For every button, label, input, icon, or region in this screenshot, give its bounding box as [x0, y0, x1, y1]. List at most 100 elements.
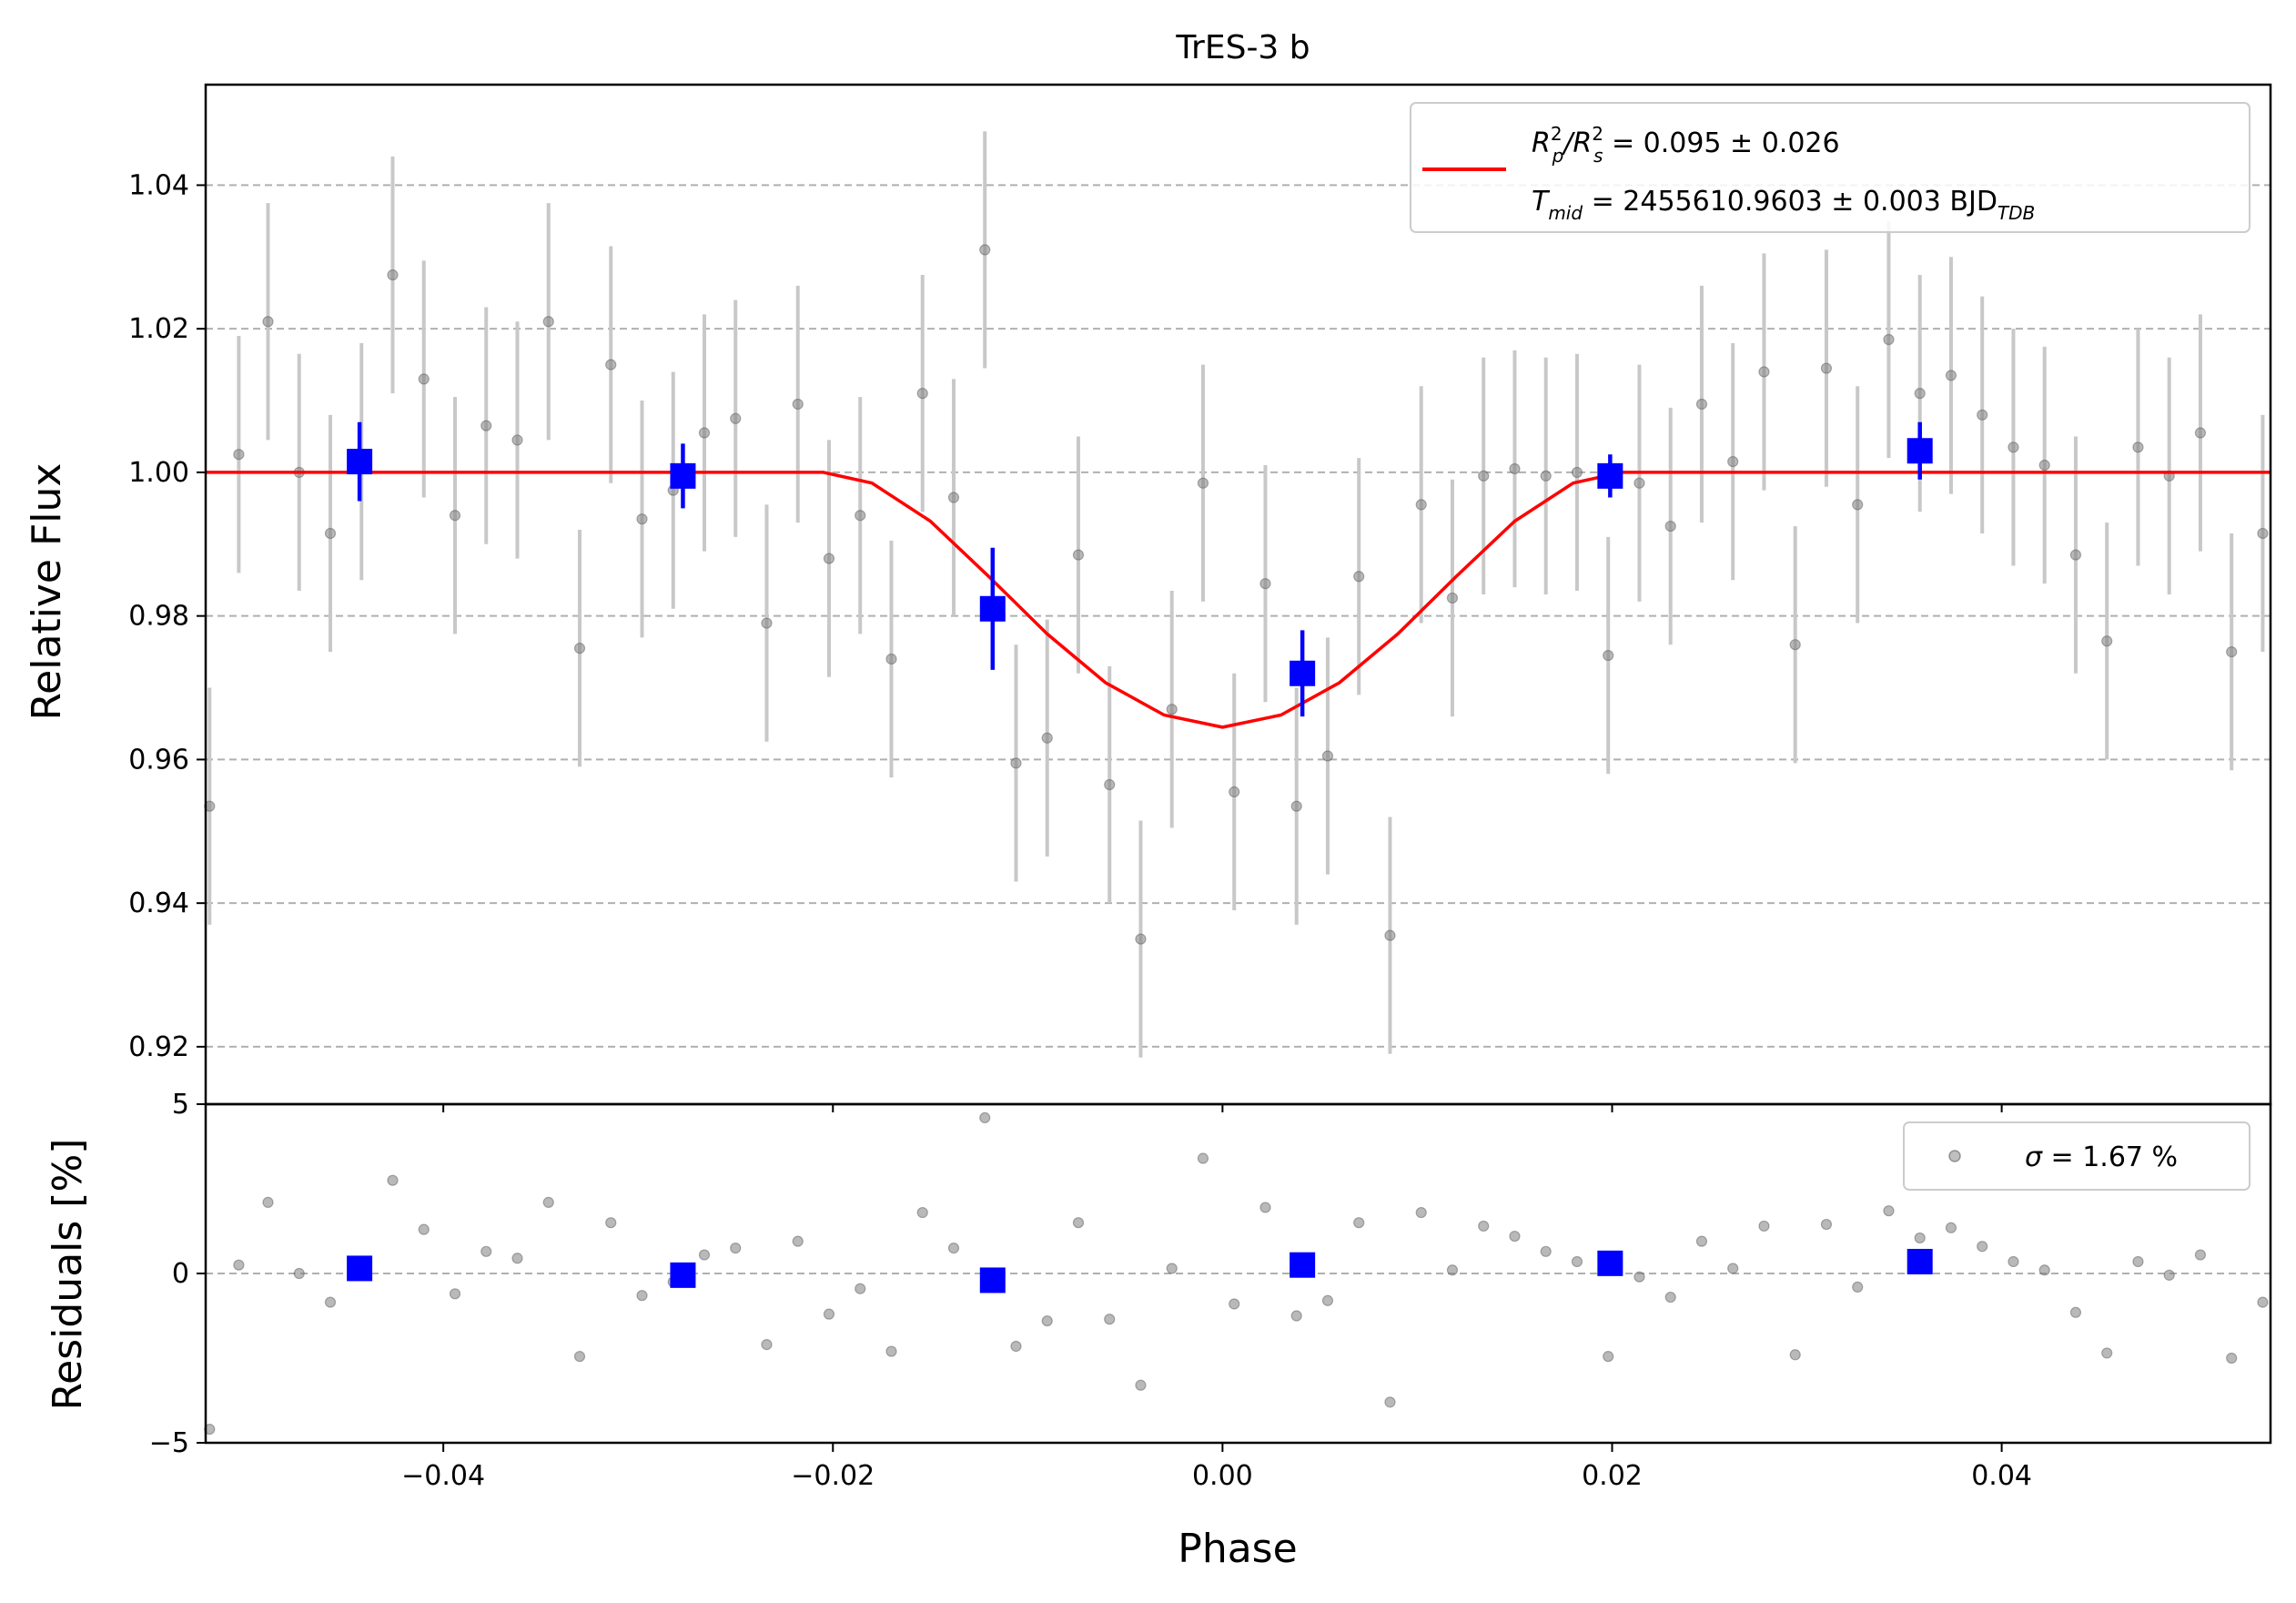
binned-residual-point [1290, 1252, 1316, 1278]
x-axis: −0.04 −0.02 0.00 0.02 0.04 [401, 1104, 2032, 1492]
data-point [1197, 477, 1209, 489]
residual-point [542, 1196, 554, 1208]
binned-point [670, 462, 696, 489]
residual-point [916, 1206, 928, 1219]
data-point [1727, 455, 1739, 468]
residual-point [1446, 1264, 1459, 1276]
residual-point [979, 1111, 991, 1123]
top-y-tick-label: 0.94 [128, 888, 189, 919]
data-point [947, 492, 960, 503]
y-axis-label-residuals: Residuals [%] [45, 1139, 91, 1411]
residual-point [1945, 1222, 1957, 1233]
data-point [1664, 520, 1676, 533]
legend-rs-sub: s [1593, 145, 1603, 167]
residual-point [2163, 1269, 2175, 1281]
residual-point [511, 1253, 523, 1264]
residual-point [2008, 1255, 2019, 1268]
bottom-panel-y-ticks: −5 0 5 [149, 1089, 206, 1459]
data-point [1229, 786, 1240, 798]
data-point [1852, 499, 1864, 511]
residuals-legend: σ = 1.67 % [1903, 1121, 2250, 1191]
data-point [1883, 333, 1895, 346]
data-point [1603, 649, 1614, 662]
data-point [1321, 750, 1334, 762]
residual-point [947, 1242, 960, 1254]
residual-point [1384, 1396, 1396, 1408]
binned-point [1597, 462, 1623, 489]
data-point [1571, 466, 1583, 479]
data-point [2132, 441, 2144, 453]
data-point [573, 643, 586, 654]
residual-point [730, 1242, 742, 1254]
residual-point [1478, 1220, 1490, 1233]
data-point [1945, 370, 1957, 381]
legend-residual-marker [1948, 1150, 1961, 1162]
data-point [1166, 704, 1178, 715]
residual-point [761, 1339, 773, 1351]
data-point [1353, 571, 1365, 583]
binned-residual-point [1907, 1248, 1933, 1274]
data-point [1415, 499, 1427, 511]
residual-point [262, 1196, 274, 1208]
residual-point [2226, 1352, 2238, 1365]
transit-model-line [206, 471, 2271, 729]
residuals-panel: −5 0 5 Residuals [%] σ = 1.67 % [45, 1089, 2272, 1459]
data-point [1820, 362, 1833, 374]
data-point [792, 398, 804, 411]
data-point [2257, 527, 2269, 540]
residual-point [2132, 1255, 2144, 1268]
residual-point [1197, 1152, 1209, 1164]
data-point [730, 412, 742, 424]
residual-point [293, 1267, 305, 1280]
residual-point [418, 1223, 430, 1235]
residual-point [1633, 1271, 1645, 1283]
data-point [1977, 409, 1988, 421]
data-errorbars [207, 131, 2265, 1058]
residual-point [636, 1290, 648, 1302]
x-axis-label-phase: Phase [1178, 1526, 1297, 1572]
data-point [324, 527, 337, 540]
legend-rs-sup: 2 [1592, 123, 1603, 145]
residual-point [2069, 1306, 2082, 1318]
residual-point [2194, 1249, 2207, 1261]
residual-point [1072, 1217, 1085, 1229]
data-points [204, 244, 2269, 945]
top-y-tick-label: 0.96 [128, 744, 189, 776]
data-point [761, 617, 773, 629]
top-y-tick-label: 1.02 [128, 313, 189, 345]
legend-sigma-value: = 1.67 % [2042, 1141, 2178, 1173]
relative-flux-panel: 0.92 0.94 0.96 0.98 1.00 1.02 1.04 Relative Fl… [24, 83, 2272, 1106]
y-axis-label-relative-flux: Relative Flux [24, 463, 70, 721]
data-point [1478, 470, 1490, 482]
residual-point [387, 1174, 399, 1186]
residual-point [233, 1259, 245, 1271]
residual-point [2038, 1264, 2050, 1276]
residual-point [1727, 1263, 1739, 1274]
residual-point [1415, 1206, 1427, 1219]
binned-point [347, 449, 373, 475]
residual-point [1135, 1379, 1147, 1391]
binned-residual-point [979, 1267, 1006, 1294]
residual-point [1353, 1217, 1365, 1229]
bottom-y-tick-label: 5 [172, 1089, 189, 1121]
data-point [885, 653, 897, 665]
data-point [480, 420, 492, 431]
residuals-legend-box [1903, 1121, 2250, 1191]
residual-point [324, 1296, 337, 1308]
legend-rs-symbol: /R [1561, 127, 1592, 159]
residual-point [1789, 1349, 1801, 1361]
top-y-tick-label: 1.04 [128, 169, 189, 201]
residual-point [1229, 1298, 1240, 1310]
residual-point [855, 1283, 866, 1294]
legend-sigma-text: σ = 1.67 % [2025, 1141, 2178, 1173]
residual-point [1883, 1205, 1895, 1217]
top-legend-box [1410, 102, 2250, 233]
legend-rp-symbol: R [1532, 127, 1551, 159]
residual-point [573, 1351, 586, 1363]
residual-point [698, 1249, 711, 1261]
legend-rp-rs-value: = 0.095 ± 0.026 [1603, 127, 1839, 159]
top-panel-frame [204, 83, 2272, 1106]
binned-points [347, 421, 1933, 717]
binned-point [979, 595, 1006, 622]
data-point [2194, 427, 2207, 439]
